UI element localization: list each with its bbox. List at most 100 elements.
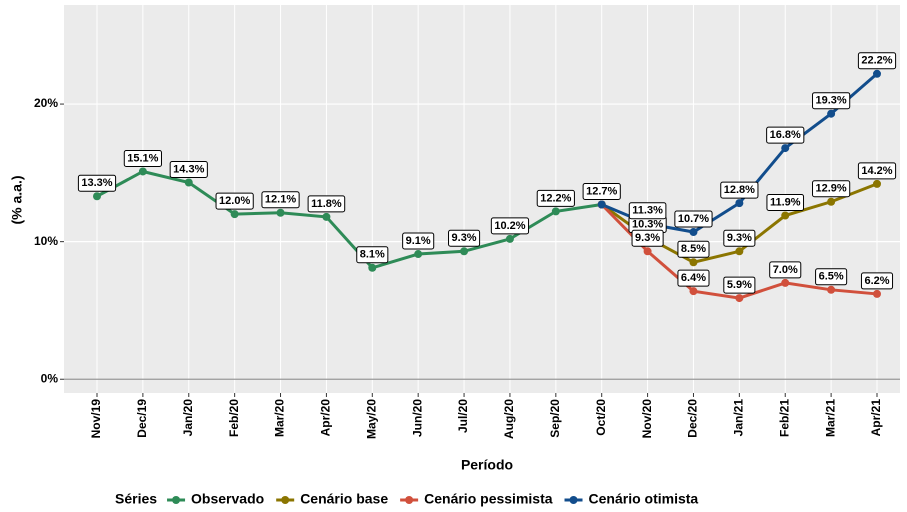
x-tick-label: Nov/19	[89, 399, 103, 439]
data-label: 11.9%	[766, 194, 805, 212]
label-box	[857, 162, 897, 180]
data-label: 11.3%	[628, 202, 667, 220]
y-tick-label: 0%	[41, 371, 59, 385]
point	[597, 200, 606, 209]
data-label: 9.3%	[631, 229, 664, 247]
x-tick-label: Jul/20	[456, 399, 470, 433]
x-tick-label: May/20	[364, 399, 378, 439]
data-label: 22.2%	[857, 52, 897, 70]
label-box	[766, 194, 805, 212]
data-label: 10.2%	[490, 217, 530, 235]
point	[735, 199, 744, 208]
point	[827, 285, 836, 294]
data-label: 16.8%	[766, 126, 805, 144]
label-box	[261, 191, 300, 209]
data-label-text: 10.2%	[494, 220, 525, 232]
point	[689, 258, 698, 267]
label-box	[769, 261, 802, 279]
data-label: 8.5%	[677, 240, 710, 258]
x-tick-label: Dec/20	[686, 399, 700, 438]
data-label: 13.3%	[77, 174, 117, 192]
point	[735, 247, 744, 256]
data-label-text: 13.3%	[81, 177, 112, 189]
x-tick-label: Aug/20	[502, 399, 516, 439]
legend-label: Cenário otimista	[589, 491, 699, 507]
point	[873, 179, 881, 188]
legend-key-dot	[172, 496, 181, 504]
x-tick-label: Mar/20	[273, 399, 287, 437]
panel	[64, 5, 900, 393]
point	[276, 208, 285, 217]
point	[873, 289, 881, 298]
point	[93, 192, 101, 201]
data-label-text: 12.1%	[265, 194, 296, 206]
data-label-text: 11.9%	[770, 196, 801, 208]
data-label: 6.2%	[860, 272, 894, 290]
data-label: 7.0%	[769, 261, 802, 279]
x-tick-label: Feb/20	[227, 399, 241, 437]
x-tick-label: Jan/20	[181, 399, 195, 437]
data-label-text: 15.1%	[127, 152, 158, 164]
data-label: 15.1%	[123, 149, 162, 167]
data-label: 19.3%	[812, 92, 851, 110]
data-label-text: 10.7%	[678, 213, 709, 225]
point	[505, 234, 514, 243]
data-label: 12.7%	[582, 183, 621, 201]
point	[184, 178, 193, 187]
y-tick-label: 20%	[34, 96, 58, 110]
x-tick-label: Mar/21	[823, 399, 837, 437]
point	[368, 263, 377, 272]
data-label: 12.0%	[215, 192, 254, 210]
label-box	[674, 210, 713, 228]
label-box	[448, 229, 481, 247]
point	[322, 212, 331, 221]
x-tick-label: Apr/20	[319, 399, 333, 437]
point	[873, 69, 881, 78]
data-label-text: 8.1%	[360, 249, 385, 261]
data-label-text: 9.1%	[406, 235, 431, 247]
point	[551, 207, 560, 216]
point	[643, 247, 652, 256]
label-box	[582, 183, 621, 201]
y-tick-label: 10%	[34, 234, 58, 248]
x-tick-label: Dec/19	[135, 399, 149, 438]
x-tick-label: Nov/20	[640, 399, 654, 439]
point	[781, 144, 790, 153]
data-label: 9.3%	[723, 229, 756, 247]
x-tick-label: Sep/20	[548, 399, 562, 438]
legend-label: Observado	[191, 491, 264, 507]
data-label: 10.7%	[674, 210, 713, 228]
label-box	[723, 276, 756, 294]
legend-key-dot	[569, 496, 578, 504]
data-label-text: 14.3%	[173, 163, 204, 175]
legend-title: Séries	[115, 491, 157, 507]
data-label-text: 12.8%	[724, 184, 755, 196]
y-axis-title: (% a.a.)	[9, 175, 25, 224]
data-label: 6.5%	[815, 268, 848, 286]
label-box	[677, 269, 710, 287]
data-label: 12.8%	[720, 181, 759, 199]
point	[689, 228, 698, 237]
data-label-text: 6.2%	[864, 275, 889, 287]
data-label-text: 9.3%	[635, 232, 660, 244]
label-box	[860, 272, 894, 290]
label-box	[77, 174, 117, 192]
label-box	[536, 189, 575, 207]
label-box	[215, 192, 254, 210]
label-box	[766, 126, 805, 144]
x-tick-label: Apr/21	[869, 399, 883, 437]
point	[827, 109, 836, 118]
data-label-text: 22.2%	[861, 55, 892, 67]
data-label: 14.3%	[169, 160, 208, 178]
point	[781, 278, 790, 287]
data-label: 5.9%	[723, 276, 756, 294]
point	[735, 294, 744, 303]
data-label-text: 5.9%	[727, 279, 752, 291]
data-label-text: 10.3%	[632, 218, 663, 230]
point	[781, 211, 790, 220]
data-label-text: 14.2%	[861, 165, 892, 177]
data-label-text: 19.3%	[816, 95, 847, 107]
label-box	[677, 240, 710, 258]
data-label-text: 8.5%	[681, 243, 706, 255]
data-label-text: 12.0%	[219, 195, 250, 207]
